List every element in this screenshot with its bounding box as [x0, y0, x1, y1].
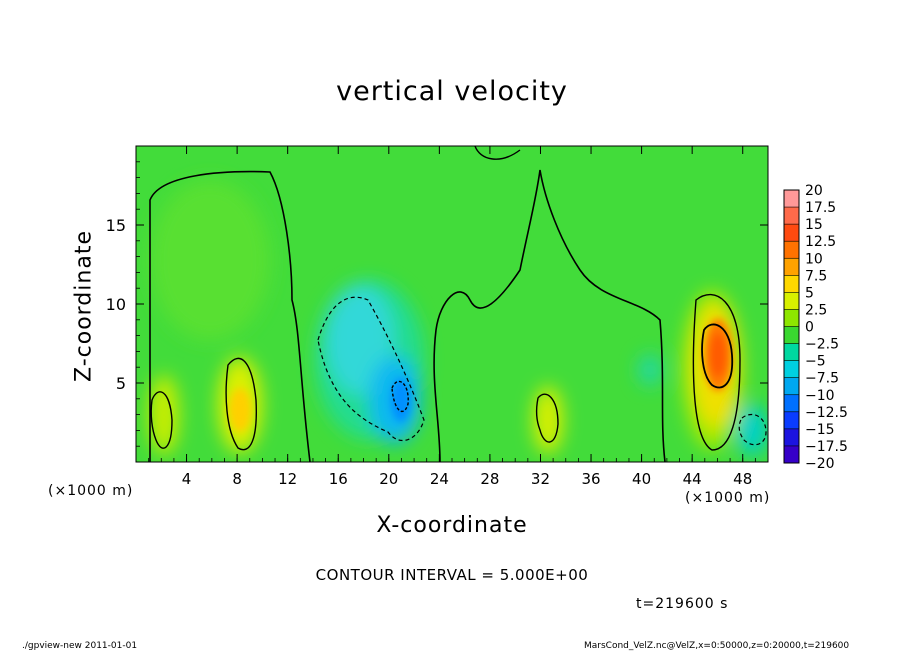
weak-updraft-region	[150, 180, 270, 340]
colorbar-label: 7.5	[805, 268, 827, 284]
updraft-far-west-region	[149, 375, 179, 455]
footer-source-file: MarsCond_VelZ.nc@VelZ,x=0:50000,z=0:2000…	[584, 641, 850, 651]
colorbar-swatch	[784, 428, 799, 447]
x-unit-label-left: (×1000 m)	[48, 483, 134, 499]
colorbar-swatch	[784, 411, 799, 430]
colorbar-swatch	[784, 292, 799, 310]
colorbar-swatch	[784, 309, 799, 327]
colorbar-swatch	[784, 394, 799, 413]
downdraft-small-region	[638, 354, 662, 386]
updraft-west-core	[229, 388, 251, 432]
colorbar-label: 15	[805, 217, 823, 233]
colorbar-swatch	[784, 377, 799, 396]
zero-contour-center	[433, 169, 666, 462]
colorbar-swatch	[784, 241, 799, 259]
positive-contour-center	[535, 393, 559, 443]
positive-contour-far-west	[150, 391, 173, 449]
colorbar-swatch	[784, 190, 799, 208]
updraft-east-peak	[710, 333, 726, 377]
x-tick-label: 20	[379, 470, 398, 488]
negative-contour-east	[738, 413, 767, 446]
colorbar-swatch	[784, 445, 799, 464]
positive-contour-west	[225, 357, 258, 451]
colorbar-label: 17.5	[805, 200, 836, 216]
x-tick-label: 4	[182, 470, 192, 488]
colorbar-swatch	[784, 343, 799, 362]
y-tick-label: 15	[106, 216, 126, 235]
x-tick-label: 16	[329, 470, 348, 488]
colorbar-label: −12.5	[805, 405, 848, 421]
contour-interval-label: CONTOUR INTERVAL = 5.000E+00	[315, 566, 589, 584]
x-tick-label: 36	[581, 470, 600, 488]
zero-contour-west	[149, 170, 311, 462]
positive-contour-east	[692, 294, 741, 451]
footer-program-date: ./gpview-new 2011-01-01	[22, 641, 138, 651]
colorbar-label: −20	[805, 456, 835, 472]
colorbar-swatch	[784, 360, 799, 379]
x-tick-label: 44	[683, 470, 702, 488]
colorbar-label: 12.5	[805, 234, 836, 250]
x-tick-label: 32	[531, 470, 550, 488]
colorbar-label: −17.5	[805, 439, 848, 455]
y-tick-label: 10	[106, 295, 126, 314]
zero-contour-top	[474, 146, 521, 160]
colorbar-label: −7.5	[805, 371, 839, 387]
colorbar-label: 10	[805, 251, 823, 267]
colorbar-label: 0	[805, 320, 814, 336]
colorbar-swatch	[784, 275, 799, 293]
colorbar-label: −5	[805, 354, 826, 370]
colorbar-label: 5	[805, 285, 814, 301]
colorbar-label: 20	[805, 183, 823, 199]
colorbar-swatch	[784, 207, 799, 225]
heatmap-field	[136, 146, 768, 462]
x-tick-label: 28	[480, 470, 499, 488]
colorbar-swatch	[784, 224, 799, 242]
negative-contour-downdraft	[317, 296, 425, 442]
x-unit-label-right: (×1000 m)	[685, 490, 771, 506]
colorbar-label: −15	[805, 422, 835, 438]
positive-contour-east-inner	[701, 323, 734, 389]
x-tick-label: 40	[632, 470, 651, 488]
colorbar-label: −10	[805, 388, 835, 404]
x-tick-label: 48	[733, 470, 752, 488]
colorbar-label: 2.5	[805, 302, 827, 318]
x-tick-label: 12	[278, 470, 297, 488]
x-tick-label: 24	[430, 470, 449, 488]
negative-contour-core	[391, 380, 409, 413]
colorbar-swatch	[784, 326, 799, 345]
x-tick-label: 8	[232, 470, 242, 488]
colorbar-label: −2.5	[805, 337, 839, 353]
downdraft-east-region	[736, 404, 768, 456]
time-label: t=219600 s	[636, 596, 729, 612]
x-axis-ticks: 4 8 12 16 20 24 28 32 36 40 44 48	[135, 146, 769, 488]
y-tick-label: 5	[116, 374, 126, 393]
colorbar-swatch	[784, 258, 799, 276]
y-axis-ticks: 5 10 15	[106, 145, 768, 463]
downdraft-upper-region	[326, 285, 394, 395]
chart-title: vertical velocity	[336, 76, 568, 107]
x-axis-label: X-coordinate	[376, 513, 528, 538]
